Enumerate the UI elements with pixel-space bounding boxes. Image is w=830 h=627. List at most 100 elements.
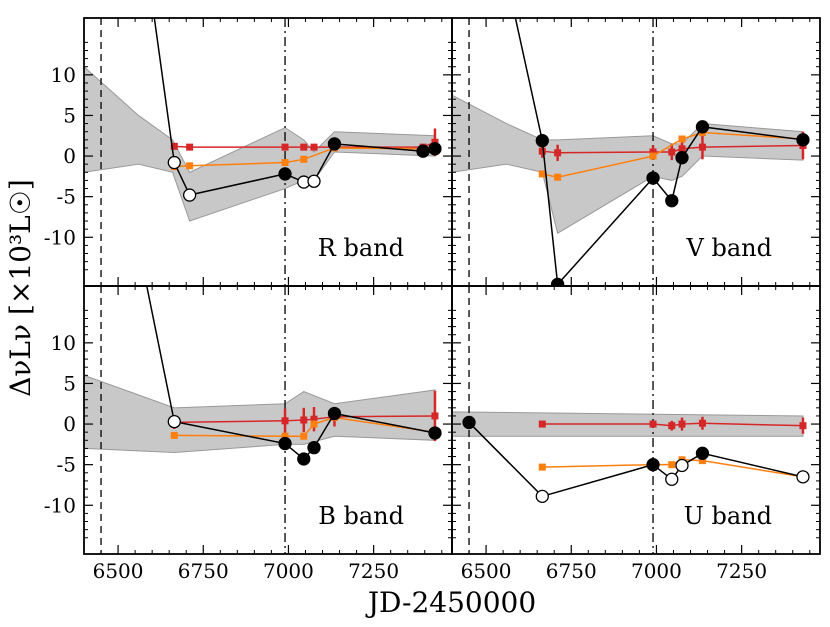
panel-bottom-left-xtick-label: 6500	[93, 559, 144, 583]
panel-bottom-right-series-red-marker	[668, 422, 676, 430]
panel-top-right-series-black-marker	[675, 151, 689, 165]
panel-bottom-left-ytick-label: -5	[57, 453, 76, 477]
panel-bottom-right-series-orange-marker	[698, 457, 706, 465]
panel-top-right-band-label: V band	[686, 234, 772, 262]
panel-bottom-right-series-red-marker	[649, 420, 657, 428]
panel-bottom-left-series-red-marker	[281, 417, 289, 425]
panel-bottom-right-xtick-label: 7000	[631, 559, 682, 583]
panel-top-left-series-red-line	[174, 141, 436, 148]
panel-top-left-series-red-marker	[186, 143, 194, 151]
panel-bottom-right-series-red-marker	[799, 422, 807, 430]
panel-bottom-left-series-black-marker	[167, 414, 181, 429]
panel-top-left-series-red-marker	[310, 143, 318, 151]
panel-bottom-right-series-black-marker	[675, 458, 689, 473]
panels-group: -10 -5 0 5 10 R band V band -10 -5 0 5 10 6500 6750 70…	[44, 17, 821, 583]
panel-top-right-series-red-marker	[554, 149, 562, 157]
panel-bottom-left-series-black	[133, 239, 442, 466]
panel-bottom-right-band-label: U band	[684, 502, 772, 530]
panel-bottom-left-xtick-label: 6750	[178, 559, 229, 583]
panel-bottom-right-series-black	[462, 415, 810, 503]
panel-top-right: V band	[451, 17, 821, 287]
panel-top-left-series-red-marker	[300, 143, 308, 151]
panel-bottom-left-series-orange-marker	[310, 420, 318, 428]
panel-bottom-right-series-black-marker	[796, 470, 810, 484]
panel-bottom-left-series-black-marker	[133, 239, 145, 251]
panel-top-right-series-black-marker	[695, 120, 710, 134]
panel-top-left: -10 -5 0 5 10 R band	[44, 17, 453, 287]
panel-top-left-series-black-marker	[278, 167, 292, 181]
panel-bottom-left-band-label: B band	[318, 502, 404, 530]
panel-top-left-ytick-label: -10	[44, 225, 76, 249]
panel-top-left-series-orange-marker	[186, 162, 194, 170]
panel-bottom-right-series-orange-marker	[668, 461, 676, 469]
panel-top-left-series-black-marker	[428, 142, 442, 156]
panel-bottom-left-series-orange-marker	[281, 432, 289, 440]
panel-top-left-band-label: R band	[318, 234, 404, 262]
panel-top-right-series-red-marker	[698, 143, 706, 151]
panel-bottom-left-plot-area	[84, 239, 442, 554]
panel-bottom-left-series-black-marker	[327, 406, 342, 421]
panel-bottom-left-series-orange-marker	[170, 431, 178, 439]
panel-top-left-ytick-label: 5	[63, 103, 76, 127]
panel-top-right-series-black-marker	[535, 133, 549, 148]
panel-top-left-series-orange-marker	[281, 159, 289, 167]
panel-top-right-series-orange-marker	[538, 170, 546, 178]
panel-top-right-series-black	[514, 18, 810, 286]
panel-bottom-right-xtick-label: 6750	[546, 559, 597, 583]
panel-top-left-ytick-label: 10	[51, 63, 76, 87]
panel-bottom-left-ytick-label: 10	[51, 331, 76, 355]
panel-bottom-right-series-red-line	[542, 422, 803, 427]
panel-bottom-right-series-black-marker	[535, 489, 549, 503]
panel-top-right-series-orange-marker	[678, 135, 686, 143]
panel-bottom-right-series-black-marker	[646, 458, 660, 472]
panel-bottom-left-uncertainty-band	[84, 374, 436, 453]
panel-bottom-left-ytick-label: 0	[63, 412, 76, 436]
panel-bottom-left-series-orange-line	[174, 416, 436, 437]
panel-top-left-series-black-marker	[182, 188, 197, 202]
panel-top-left-series-red-marker	[281, 143, 289, 151]
panel-bottom-left-xtick-label: 7250	[348, 559, 399, 583]
panel-top-right-series-orange-marker	[554, 173, 562, 181]
panel-bottom-right-plot-area	[452, 286, 810, 554]
panel-bottom-right-frame	[451, 285, 821, 555]
panel-top-right-series-black-marker	[796, 133, 810, 147]
panel-top-right-series-red-marker	[668, 148, 676, 156]
panel-top-right-series-black-marker	[550, 277, 565, 286]
panel-top-right-series-red-marker	[538, 147, 546, 155]
panel-top-left-series-black-marker	[416, 144, 430, 158]
panel-bottom-left: -10 -5 0 5 10 6500 6750 7000 7250 B band	[44, 239, 453, 583]
panel-bottom-left-series-black-marker	[297, 452, 311, 466]
panel-top-right-series-black-marker	[646, 171, 660, 185]
panel-bottom-right: 6500 6750 7000 7250 U band	[451, 285, 821, 583]
panel-top-left-series-red-marker	[170, 142, 178, 150]
panel-bottom-right-series-red-marker	[678, 420, 686, 428]
panel-top-left-ytick-label: 0	[63, 144, 76, 168]
panel-bottom-left-series-black-marker	[428, 426, 442, 440]
panel-top-left-ytick-label: -5	[57, 185, 76, 209]
panel-top-left-series-black-marker	[167, 155, 181, 170]
panel-bottom-right-xtick-label: 7250	[716, 559, 767, 583]
panel-top-left-series-black-marker	[307, 174, 321, 188]
panel-bottom-left-series-red-marker	[300, 416, 308, 424]
panel-bottom-left-series-orange-marker	[300, 432, 308, 440]
panel-bottom-left-xtick-label: 7000	[263, 559, 314, 583]
panel-bottom-left-series-black-marker	[278, 436, 292, 451]
panel-bottom-right-series-black-marker	[665, 472, 679, 486]
panel-bottom-right-xtick-label: 6500	[461, 559, 512, 583]
panel-bottom-right-series-red-marker	[698, 419, 706, 427]
panel-top-left-series-black	[153, 18, 442, 202]
panel-bottom-right-series-black-marker	[462, 415, 476, 430]
panel-bottom-left-series-black-marker	[307, 440, 321, 455]
panel-bottom-right-series-orange-marker	[538, 463, 546, 471]
panel-bottom-left-ytick-label: 5	[63, 371, 76, 395]
panel-top-right-series-black-marker	[665, 194, 679, 208]
panel-top-right-series-orange-marker	[649, 152, 657, 160]
panel-top-right-uncertainty-band	[452, 94, 804, 234]
panel-top-left-series-orange-marker	[300, 155, 308, 163]
panel-bottom-left-series-red-marker	[431, 412, 439, 420]
panel-top-right-plot-area	[452, 18, 810, 286]
panel-bottom-right-series-black-marker	[695, 446, 710, 460]
panel-top-left-plot-area	[84, 18, 442, 286]
y-axis-label: ΔνLν [×10³L☉]	[4, 179, 37, 397]
